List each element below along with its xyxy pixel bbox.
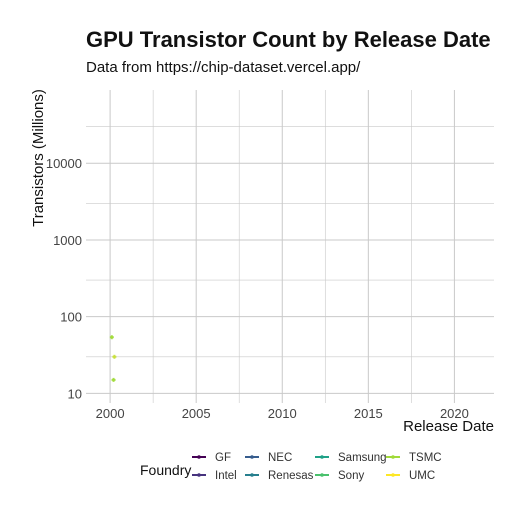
legend-entry: Renesas xyxy=(245,470,314,482)
legend-label: Intel xyxy=(215,470,237,482)
y-tick-label: 1000 xyxy=(53,233,82,248)
y-tick-label: 10000 xyxy=(46,156,82,171)
legend-title: Foundry xyxy=(140,462,191,478)
x-tick-label: 2000 xyxy=(96,406,125,421)
legend-label: Samsung xyxy=(338,452,387,464)
legend-entry: NEC xyxy=(245,452,292,464)
chart-title: GPU Transistor Count by Release Date xyxy=(86,27,491,52)
y-axis-label: Transistors (Millions) xyxy=(30,89,47,227)
legend-key-point xyxy=(250,455,254,459)
legend-key-point xyxy=(391,473,395,477)
legend-entry: TSMC xyxy=(386,452,442,464)
legend-entry: Samsung xyxy=(315,452,387,464)
x-tick-label: 2010 xyxy=(268,406,297,421)
data-point xyxy=(112,377,115,382)
legend-key-point xyxy=(320,473,324,477)
legend-label: UMC xyxy=(409,470,435,482)
data-point xyxy=(110,335,113,340)
legend-key-point xyxy=(391,455,395,459)
chart-subtitle: Data from https://chip-dataset.vercel.ap… xyxy=(86,59,361,76)
legend-entry: Intel xyxy=(192,470,237,482)
y-tick-label: 10 xyxy=(68,386,82,401)
x-tick-label: 2015 xyxy=(354,406,383,421)
legend-label: NEC xyxy=(268,452,292,464)
legend-entry: GF xyxy=(192,452,231,464)
legend-label: Renesas xyxy=(268,470,314,482)
x-tick-label: 2020 xyxy=(440,406,469,421)
data-points xyxy=(109,335,117,382)
legend: GF Intel NEC Renesas Samsung Sony TSMC UMC xyxy=(192,452,442,482)
legend-key-point xyxy=(320,455,324,459)
legend-entry: Sony xyxy=(315,470,364,482)
data-point xyxy=(113,354,116,359)
legend-key-point xyxy=(250,473,254,477)
legend-key-point xyxy=(197,473,201,477)
y-tick-label: 100 xyxy=(60,310,82,325)
legend-key-point xyxy=(197,455,201,459)
legend-label: TSMC xyxy=(409,452,442,464)
x-axis-label: Release Date xyxy=(403,418,494,435)
x-axis-ticks: 2000 2005 2010 2015 2020 xyxy=(96,406,469,421)
legend-entry: UMC xyxy=(386,470,435,482)
grid xyxy=(86,90,494,403)
y-axis-ticks: 10 100 1000 10000 xyxy=(46,156,82,401)
x-tick-label: 2005 xyxy=(182,406,211,421)
legend-label: GF xyxy=(215,452,231,464)
legend-label: Sony xyxy=(338,470,364,482)
